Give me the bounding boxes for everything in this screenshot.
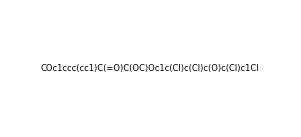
Text: COc1ccc(cc1)C(=O)C(OC)Oc1c(Cl)c(Cl)c(O)c(Cl)c1Cl: COc1ccc(cc1)C(=O)C(OC)Oc1c(Cl)c(Cl)c(O)c…: [41, 65, 259, 73]
